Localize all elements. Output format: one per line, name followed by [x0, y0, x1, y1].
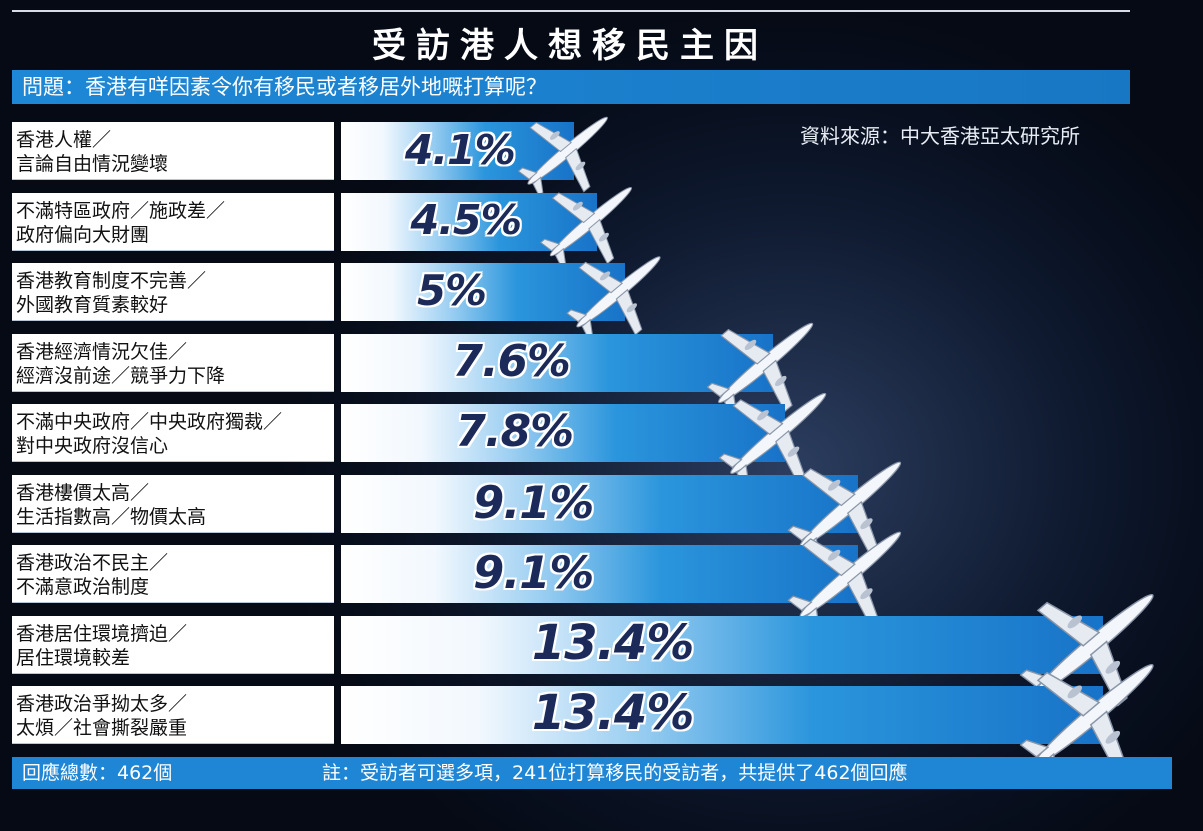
category-label: 不滿中央政府／中央政府獨裁／ 對中央政府沒信心	[12, 404, 334, 462]
category-label-line: 不滿中央政府／中央政府獨裁／	[16, 411, 283, 433]
top-rule	[12, 10, 1130, 12]
category-label: 香港人權／ 言論自由情況變壞	[12, 122, 334, 180]
value-label: 5%	[417, 266, 487, 316]
value-label: 4.1%	[404, 125, 516, 174]
category-label: 香港教育制度不完善／ 外國教育質素較好	[12, 263, 334, 321]
bar	[341, 545, 858, 603]
value-label: 4.5%	[410, 196, 522, 245]
bar	[341, 616, 1103, 674]
bar	[341, 193, 597, 251]
bar	[341, 263, 625, 321]
footer-total: 回應總數：462個	[22, 762, 173, 784]
airplane-icon	[508, 106, 627, 199]
value-label: 9.1%	[473, 546, 594, 600]
category-label-line: 言論自由情況變壞	[16, 153, 169, 175]
category-label: 香港居住環境擠迫／ 居住環境較差	[12, 616, 334, 674]
category-label-line: 不滿意政治制度	[16, 576, 150, 598]
category-label-line: 香港人權／	[16, 129, 112, 151]
category-label-line: 不滿特區政府／施政差／	[16, 200, 226, 222]
category-label-line: 香港經濟情況欠佳／	[16, 341, 188, 363]
category-label-line: 香港樓價太高／	[16, 482, 150, 504]
category-label: 香港政治爭拗太多／ 太煩／社會撕裂嚴重	[12, 686, 334, 744]
category-label-line: 對中央政府沒信心	[16, 435, 169, 457]
source-note: 資料來源：中大香港亞太研究所	[800, 124, 1080, 148]
category-label-line: 經濟沒前途／競爭力下降	[16, 365, 226, 387]
chart-title: 受訪港人想移民主因	[372, 26, 768, 66]
category-label: 香港樓價太高／ 生活指數高／物價太高	[12, 475, 334, 533]
value-label: 7.8%	[455, 405, 575, 457]
airplane-icon	[695, 310, 836, 420]
value-label: 13.4%	[531, 685, 695, 742]
question-banner: 問題：香港有咩因素令你有移民或者移居外地嘅打算呢？	[12, 70, 1130, 104]
bar	[341, 404, 785, 462]
footer-note: 註：受訪者可選多項，241位打算移民的受訪者，共提供了462個回應	[322, 762, 908, 784]
category-label-line: 政府偏向大財團	[16, 224, 150, 246]
category-label-line: 外國教育質素較好	[16, 294, 169, 316]
category-label-line: 香港政治不民主／	[16, 552, 169, 574]
footer-bar: 回應總數：462個 註：受訪者可選多項，241位打算移民的受訪者，共提供了462…	[12, 757, 1172, 789]
value-label: 9.1%	[473, 476, 594, 530]
value-label: 7.6%	[452, 335, 571, 387]
category-label: 香港政治不民主／ 不滿意政治制度	[12, 545, 334, 603]
category-label: 香港經濟情況欠佳／ 經濟沒前途／競爭力下降	[12, 334, 334, 392]
category-label-line: 太煩／社會撕裂嚴重	[16, 717, 188, 739]
category-label-line: 居住環境較差	[16, 647, 131, 669]
category-label-line: 香港政治爭拗太多／	[16, 693, 188, 715]
category-label-line: 香港教育制度不完善／	[16, 270, 207, 292]
category-label: 不滿特區政府／施政差／ 政府偏向大財團	[12, 193, 334, 251]
category-label-line: 生活指數高／物價太高	[16, 506, 207, 528]
category-label-line: 香港居住環境擠迫／	[16, 623, 188, 645]
bar	[341, 334, 773, 392]
bar	[341, 686, 1103, 744]
bar	[341, 475, 858, 533]
airplane-icon	[530, 176, 652, 271]
value-label: 13.4%	[531, 615, 695, 672]
airplane-icon	[556, 245, 681, 343]
